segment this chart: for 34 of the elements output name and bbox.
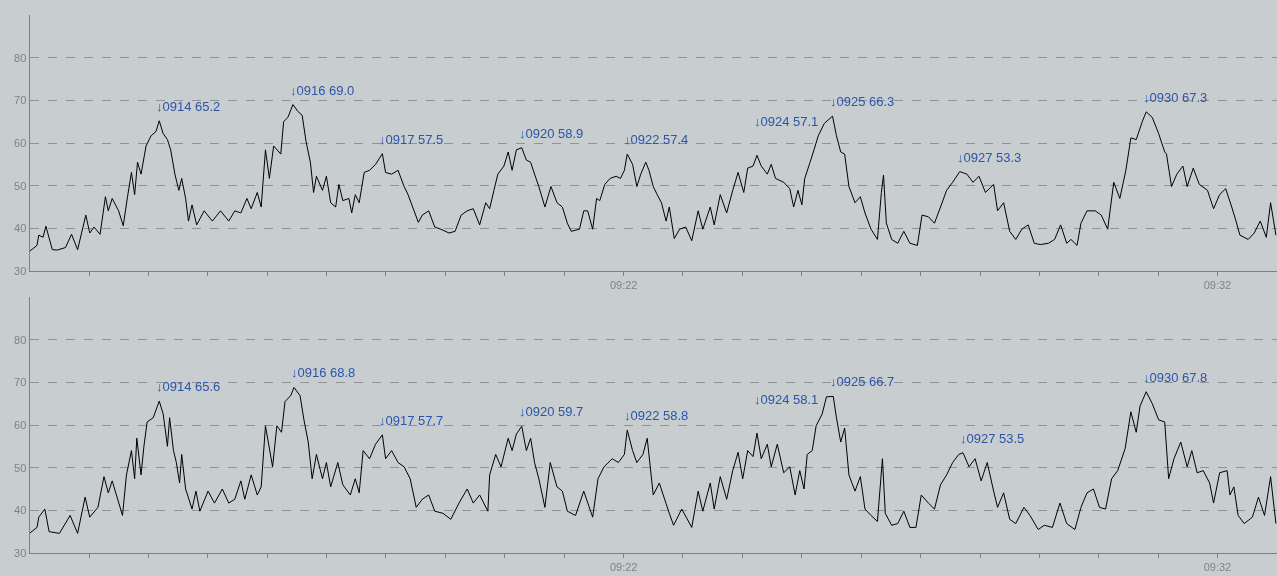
y-tick-label: 50	[14, 179, 27, 192]
annotation: ↓0916 69.0	[290, 83, 355, 98]
y-tick-label: 80	[14, 333, 27, 346]
annotation: ↓0920 58.9	[519, 126, 584, 141]
annotation: ↓0925 66.7	[830, 374, 895, 389]
annotation: ↓0922 58.8	[624, 408, 689, 423]
y-tick-label: 80	[14, 51, 27, 64]
annotation: ↓0922 57.4	[624, 132, 689, 147]
y-tick-label: 70	[14, 94, 27, 107]
annotation: ↓0924 58.1	[754, 392, 819, 407]
y-tick-label: 30	[14, 264, 27, 277]
x-tick-label: 09:32	[1203, 561, 1232, 574]
x-tick-label: 09:22	[609, 279, 638, 292]
y-tick-label: 60	[14, 136, 27, 149]
y-tick-label: 40	[14, 222, 27, 235]
x-tick-label: 09:22	[609, 561, 638, 574]
annotation: ↓0930 67.3	[1143, 90, 1208, 105]
annotation: ↓0914 65.2	[156, 99, 221, 114]
y-tick-label: 50	[14, 461, 27, 474]
annotation: ↓0917 57.5	[379, 132, 444, 147]
annotation: ↓0927 53.3	[957, 150, 1022, 165]
annotation: ↓0914 65.6	[156, 379, 221, 394]
annotation: ↓0917 57.7	[379, 413, 444, 428]
annotation: ↓0930 67.8	[1143, 370, 1208, 385]
annotation: ↓0916 68.8	[291, 365, 356, 380]
y-tick-label: 60	[14, 418, 27, 431]
x-tick-label: 09:32	[1203, 279, 1232, 292]
annotation: ↓0920 59.7	[519, 404, 584, 419]
annotation: ↓0924 57.1	[754, 114, 819, 129]
y-tick-label: 70	[14, 376, 27, 389]
y-tick-label: 30	[14, 546, 27, 559]
annotation: ↓0927 53.5	[960, 431, 1025, 446]
y-tick-label: 40	[14, 504, 27, 517]
annotation: ↓0925 66.3	[830, 94, 895, 109]
